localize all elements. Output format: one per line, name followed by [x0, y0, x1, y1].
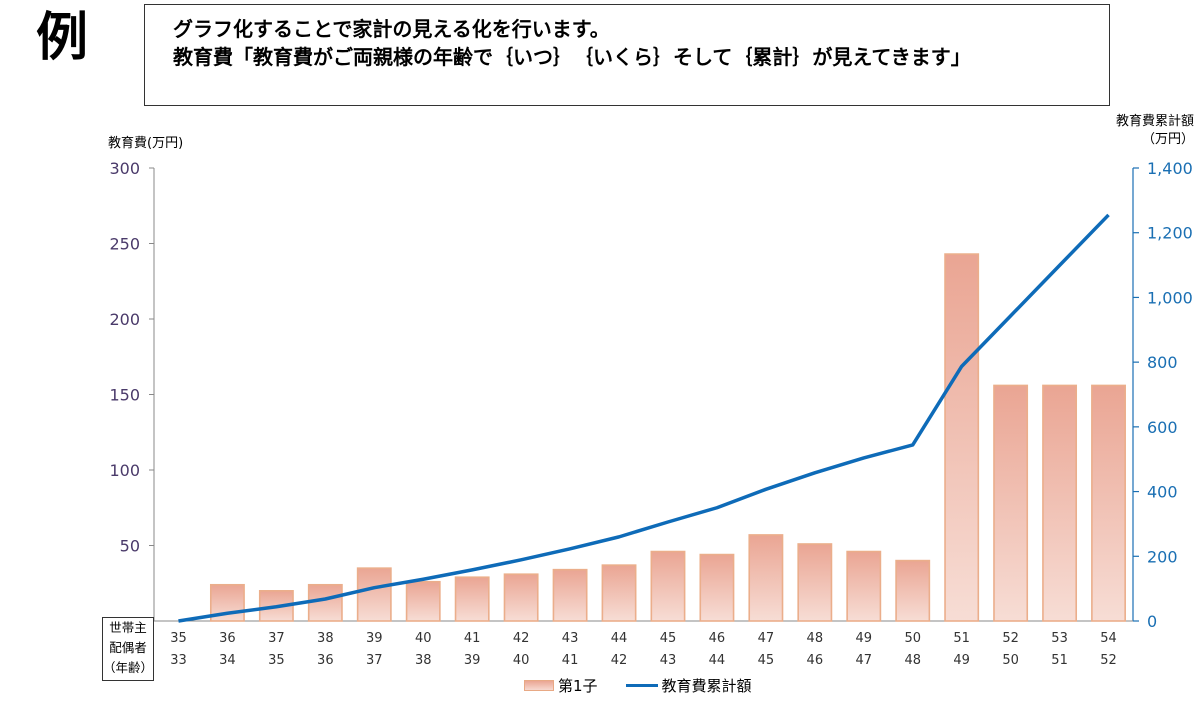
bar-child1: [748, 534, 784, 622]
x-label-head-age: 53: [1051, 631, 1068, 646]
example-mark: 例: [36, 8, 88, 68]
right-tick-label: 600: [1147, 418, 1178, 437]
right-tick-label: 400: [1147, 483, 1178, 502]
x-label-head-age: 37: [268, 631, 285, 646]
bar-child1: [1091, 384, 1126, 622]
x-label-head-age: 49: [856, 631, 873, 646]
left-tick-label: 150: [109, 386, 140, 405]
x-label-spouse-age: 36: [317, 653, 334, 668]
bar-child1: [601, 564, 637, 622]
legend-bar-label: 第1子: [558, 676, 598, 695]
right-axis-title: 教育費累計額 （万円）: [1116, 113, 1194, 148]
x-label-head-age: 54: [1100, 631, 1117, 646]
x-label-head-age: 48: [807, 631, 824, 646]
x-label-head-age: 36: [219, 631, 236, 646]
x-label-spouse-age: 42: [611, 653, 628, 668]
x-label-spouse-age: 46: [807, 653, 824, 668]
x-label-spouse-age: 40: [513, 653, 530, 668]
x-label-spouse-age: 41: [562, 653, 579, 668]
x-label-spouse-age: 52: [1100, 653, 1117, 668]
bar-child1: [1042, 384, 1078, 622]
bar-child1: [454, 576, 490, 622]
household-label-age: （年齢）: [103, 660, 154, 675]
household-label-head: 世帯主: [109, 620, 147, 635]
bar-child1: [650, 550, 686, 622]
header-line-1: グラフ化することで家計の見える化を行います。: [173, 17, 610, 41]
left-tick-label: 50: [120, 537, 140, 556]
left-tick-label: 100: [109, 461, 140, 480]
x-label-head-age: 50: [904, 631, 921, 646]
x-label-spouse-age: 37: [366, 653, 383, 668]
right-tick-label: 0: [1147, 612, 1157, 631]
x-label-head-age: 52: [1002, 631, 1019, 646]
right-axis-title-line1: 教育費累計額: [1115, 114, 1194, 129]
x-label-head-age: 35: [170, 631, 187, 646]
cumulative-line: [178, 213, 1110, 623]
x-label-spouse-age: 50: [1002, 653, 1019, 668]
left-tick-label: 300: [109, 159, 140, 178]
bar-child1: [895, 559, 931, 622]
legend-bar-swatch: [524, 679, 554, 691]
header-line-2: 教育費「教育費がご両親様の年齢で｛いつ｝ ｛いくら｝そして｛累計｝が見えてきます…: [173, 45, 971, 69]
left-axis-title: 教育費(万円): [108, 136, 184, 151]
right-tick-label: 1,400: [1147, 159, 1193, 178]
legend: 第1子 教育費累計額: [524, 673, 752, 697]
right-axis-title-line2: （万円）: [1141, 131, 1194, 147]
x-label-spouse-age: 51: [1051, 653, 1068, 668]
bar-child1: [503, 573, 539, 622]
x-label-spouse-age: 35: [268, 653, 285, 668]
x-label-spouse-age: 44: [709, 653, 726, 668]
header-box: グラフ化することで家計の見える化を行います。 教育費「教育費がご両親様の年齢で｛…: [144, 4, 1110, 106]
right-tick-label: 200: [1147, 547, 1178, 566]
x-label-head-age: 51: [953, 631, 970, 646]
legend-line-label: 教育費累計額: [661, 676, 752, 695]
x-label-spouse-age: 47: [856, 653, 873, 668]
bar-child1: [405, 580, 441, 622]
left-tick-label: 200: [109, 310, 140, 329]
legend-line-swatch: [625, 683, 658, 687]
left-tick-label: 250: [109, 235, 140, 254]
bar-child1: [552, 568, 588, 622]
x-label-spouse-age: 45: [758, 653, 775, 668]
x-label-head-age: 38: [317, 631, 334, 646]
right-tick-label: 1,000: [1147, 288, 1193, 307]
x-label-head-age: 44: [611, 631, 628, 646]
x-label-spouse-age: 39: [464, 653, 481, 668]
bar-child1: [944, 253, 980, 622]
x-label-head-age: 43: [562, 631, 579, 646]
x-label-spouse-age: 33: [170, 653, 187, 668]
bar-child1: [356, 567, 392, 622]
household-age-label: 世帯主 配偶者 （年齢）: [102, 617, 154, 681]
bar-child1: [307, 583, 343, 622]
x-label-spouse-age: 43: [660, 653, 677, 668]
x-label-spouse-age: 49: [953, 653, 970, 668]
bar-child1: [797, 543, 833, 622]
x-label-head-age: 45: [660, 631, 677, 646]
bar-child1: [699, 553, 735, 622]
x-label-head-age: 40: [415, 631, 432, 646]
x-label-head-age: 46: [709, 631, 726, 646]
x-label-spouse-age: 34: [219, 653, 236, 668]
right-tick-label: 800: [1147, 353, 1178, 372]
x-label-head-age: 39: [366, 631, 383, 646]
x-label-head-age: 42: [513, 631, 530, 646]
right-tick-label: 1,200: [1147, 224, 1193, 243]
x-label-head-age: 41: [464, 631, 481, 646]
household-label-spouse: 配偶者: [109, 640, 147, 655]
x-label-spouse-age: 48: [904, 653, 921, 668]
x-label-head-age: 47: [758, 631, 775, 646]
bar-child1: [993, 384, 1029, 622]
bar-child1: [846, 550, 882, 622]
x-label-spouse-age: 38: [415, 653, 432, 668]
